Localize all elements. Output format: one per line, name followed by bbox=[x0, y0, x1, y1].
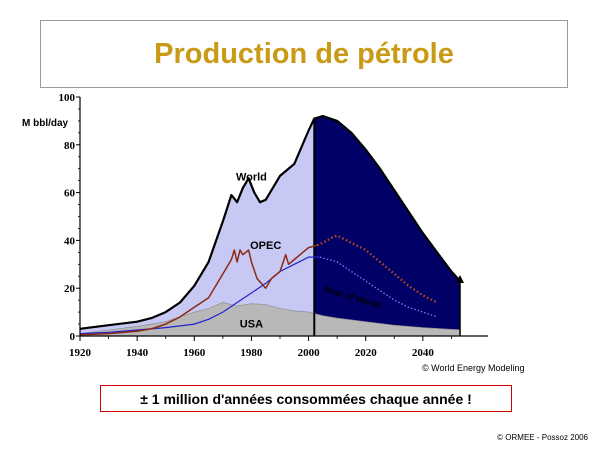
usa-label: USA bbox=[240, 318, 263, 330]
y-tick-label: 80 bbox=[64, 140, 76, 152]
consumption-message: ± 1 million d'années consommées chaque a… bbox=[100, 385, 512, 412]
y-tick-label: 40 bbox=[64, 235, 76, 247]
x-tick-label: 1920 bbox=[69, 347, 92, 359]
area-layer bbox=[79, 116, 461, 337]
x-tick-label: 2040 bbox=[412, 347, 435, 359]
y-axis-label: M bbl/day bbox=[22, 118, 69, 129]
x-tick-label: 1960 bbox=[183, 347, 206, 359]
opec-forecast-line bbox=[316, 234, 438, 304]
usa-area bbox=[79, 302, 461, 337]
world-forecast-area bbox=[314, 116, 460, 336]
line-layer bbox=[79, 114, 464, 336]
title-box: Production de pétrole bbox=[40, 20, 568, 88]
world-line bbox=[79, 114, 461, 330]
x-tick-label: 1980 bbox=[240, 347, 263, 359]
y-tick-label: 0 bbox=[70, 331, 76, 343]
y-tick-label: 20 bbox=[64, 283, 76, 295]
rest-forecast-line bbox=[319, 256, 438, 318]
world-historical-area bbox=[80, 118, 315, 336]
x-tick-label: 2020 bbox=[355, 347, 378, 359]
source-credit: © World Energy Modeling bbox=[422, 363, 525, 373]
y-tick-label: 60 bbox=[64, 188, 76, 200]
rest-historical-line bbox=[79, 256, 320, 335]
y-tick-label: 100 bbox=[59, 92, 76, 104]
slide-title: Production de pétrole bbox=[154, 37, 454, 70]
world-label: World bbox=[236, 172, 267, 184]
x-tick-label: 2000 bbox=[298, 347, 321, 359]
opec-historical-line bbox=[79, 244, 318, 336]
x-tick-label: 1940 bbox=[126, 347, 149, 359]
forecast-arrow-head bbox=[456, 275, 464, 284]
author-credit: © ORMEE - Possoz 2006 bbox=[497, 433, 588, 442]
opec-label: OPEC bbox=[250, 240, 281, 252]
